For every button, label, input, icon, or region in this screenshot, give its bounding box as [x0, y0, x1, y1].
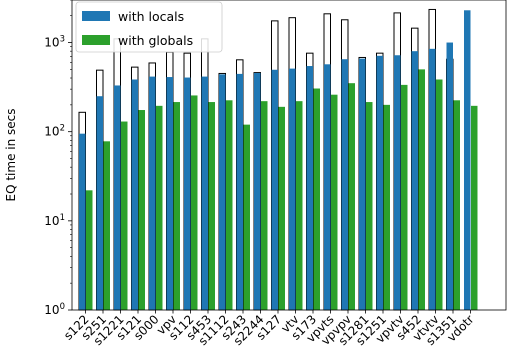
bar-with-globals: [278, 106, 285, 310]
bar-with-locals: [271, 69, 278, 310]
bar-with-locals: [376, 55, 383, 311]
bar-with-locals: [464, 10, 471, 310]
legend-label: with globals: [118, 33, 193, 48]
x-tick-labels: s122s251s1221s121s000vpvs112s453s1112s24…: [61, 310, 477, 348]
bar-with-locals: [429, 48, 436, 311]
bars-locals: [79, 10, 471, 311]
legend-label: with locals: [118, 9, 184, 24]
legend: with locals with globals: [75, 1, 223, 53]
bar-with-globals: [121, 121, 128, 310]
bar-with-locals: [201, 76, 208, 310]
bar-with-locals: [219, 74, 226, 310]
bar-with-globals: [191, 95, 198, 310]
bar-with-locals: [411, 51, 418, 310]
bar-with-locals: [236, 73, 243, 310]
bar-with-locals: [394, 55, 401, 311]
bar-with-locals: [324, 64, 331, 310]
bar-with-globals: [86, 190, 93, 310]
plot-frame: [71, 0, 507, 311]
bar-with-locals: [359, 58, 366, 310]
bar-with-locals: [131, 79, 138, 310]
bar-with-globals: [366, 102, 373, 311]
y-grid-ticks: 100 101 102 103: [44, 0, 72, 317]
bar-with-globals: [471, 105, 478, 310]
bar-with-locals: [149, 76, 156, 310]
bar-with-locals: [306, 66, 313, 310]
bar-with-globals: [331, 94, 338, 310]
legend-swatch: [82, 35, 110, 45]
bar-with-globals: [296, 101, 303, 311]
bar-with-locals: [96, 96, 103, 310]
bar-with-globals: [226, 100, 233, 310]
bar-with-globals: [173, 102, 180, 311]
y-tick-label: 101: [44, 213, 65, 228]
bar-with-locals: [254, 73, 261, 310]
bar-with-locals: [289, 68, 296, 310]
bar-with-locals: [114, 85, 121, 311]
bar-with-globals: [418, 69, 425, 310]
legend-swatch: [82, 11, 110, 21]
legend-box: [75, 1, 223, 53]
bar-with-locals: [184, 77, 191, 310]
y-tick-label: 100: [44, 302, 65, 317]
bar-with-globals: [436, 79, 443, 310]
bar-with-globals: [348, 83, 355, 310]
y-tick-label: 102: [44, 124, 65, 139]
bar-with-locals: [166, 77, 173, 310]
bar-with-globals: [261, 101, 268, 311]
bar-with-globals: [401, 84, 408, 310]
bar-with-globals: [243, 124, 250, 311]
bar-with-globals: [156, 105, 163, 310]
bar-with-globals: [103, 141, 110, 310]
bars-globals: [86, 69, 478, 311]
bar-with-locals: [446, 42, 453, 311]
y-axis-label: EQ time in secs: [4, 108, 18, 201]
bar-with-locals: [341, 59, 348, 310]
bar-with-globals: [138, 110, 145, 310]
bar-with-globals: [313, 88, 320, 310]
bar-with-globals: [208, 102, 215, 311]
y-tick-label: 103: [44, 35, 65, 50]
bar-with-locals: [79, 133, 86, 310]
bar-with-globals: [453, 100, 460, 310]
bar-with-globals: [383, 104, 390, 310]
